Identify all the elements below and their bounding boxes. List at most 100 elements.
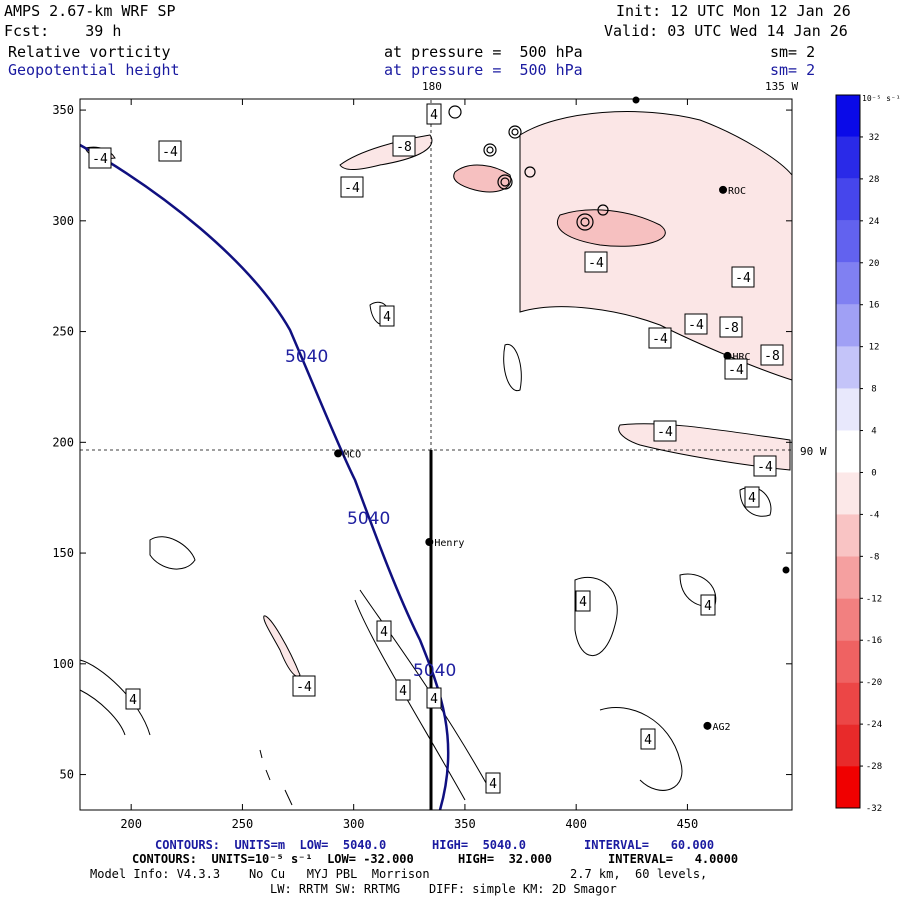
lon-90w-label: 90 W bbox=[800, 445, 827, 458]
vorticity-contours bbox=[79, 301, 772, 806]
vorticity-label-box bbox=[684, 313, 708, 335]
vorticity-label-box bbox=[376, 620, 392, 642]
y-tick-label: 100 bbox=[52, 657, 74, 671]
field2-smoothing: sm= 2 bbox=[770, 61, 816, 79]
field1-smoothing: sm= 2 bbox=[770, 43, 816, 61]
y-tick-label: 200 bbox=[52, 435, 74, 449]
colorbar-label: 28 bbox=[869, 175, 880, 185]
vorticity-fill-region bbox=[453, 164, 512, 193]
vorticity-label: -4 bbox=[344, 181, 360, 196]
vorticity-label-box bbox=[584, 251, 608, 273]
vorticity-fill-region bbox=[263, 615, 301, 677]
station-dot bbox=[723, 351, 732, 360]
valid-time: Valid: 03 UTC Wed 14 Jan 26 bbox=[604, 22, 848, 40]
field2-level: at pressure = 500 hPa bbox=[384, 61, 583, 79]
colorbar-swatch bbox=[836, 262, 860, 305]
colorbar-swatch bbox=[836, 640, 860, 683]
field2-name: Geopotential height bbox=[8, 61, 180, 79]
vorticity-label-box bbox=[426, 687, 442, 709]
vorticity-label: 4 bbox=[380, 625, 388, 640]
footer-height-high: HIGH= 5040.0 bbox=[432, 838, 526, 852]
vorticity-fill-region bbox=[339, 134, 433, 170]
height-label: 5040 bbox=[285, 347, 328, 367]
colorbar-label: -28 bbox=[866, 762, 882, 772]
y-axis: 350 300 250 200 150 100 50 bbox=[52, 103, 792, 782]
height-label: 5040 bbox=[413, 661, 456, 681]
colorbar-swatch bbox=[836, 95, 860, 137]
vorticity-label-box bbox=[700, 594, 716, 616]
vorticity-label-box bbox=[392, 135, 416, 157]
height-contour-5040 bbox=[79, 143, 450, 811]
vorticity-label-box bbox=[485, 772, 501, 794]
vorticity-label: 4 bbox=[704, 599, 712, 614]
colorbar-swatch bbox=[836, 766, 860, 808]
vorticity-label-box bbox=[753, 455, 777, 477]
station-dot bbox=[632, 96, 640, 104]
colorbar-unit: 10⁻⁵ s⁻¹ bbox=[862, 94, 900, 103]
vorticity-label-box bbox=[648, 327, 672, 349]
x-axis: 200 250 300 350 400 450 bbox=[120, 99, 698, 831]
vorticity-label-box bbox=[158, 140, 182, 162]
vorticity-label: 4 bbox=[579, 595, 587, 610]
vorticity-label-box bbox=[575, 590, 591, 612]
station-dot bbox=[425, 537, 434, 546]
vorticity-label: -4 bbox=[735, 271, 751, 286]
vorticity-label: -4 bbox=[757, 460, 773, 475]
field1-level: at pressure = 500 hPa bbox=[384, 43, 583, 61]
vorticity-label: 4 bbox=[383, 310, 391, 325]
lon-180-label: 180 bbox=[422, 80, 442, 93]
colorbar-swatch bbox=[836, 220, 860, 263]
footer-resolution: 2.7 km, 60 levels, bbox=[570, 867, 708, 881]
vorticity-label: -4 bbox=[657, 425, 673, 440]
colorbar-label: 4 bbox=[871, 427, 876, 437]
footer-model-info: Model Info: V4.3.3 No Cu MYJ PBL Morriso… bbox=[90, 867, 430, 881]
colorbar-swatch bbox=[836, 724, 860, 767]
footer-physics: LW: RRTM SW: RRTMG DIFF: simple KM: 2D S… bbox=[270, 882, 617, 896]
y-tick-label: 50 bbox=[60, 768, 74, 782]
vorticity-label: -4 bbox=[652, 332, 668, 347]
colorbar-swatch bbox=[836, 136, 860, 179]
colorbar-label: -4 bbox=[869, 510, 880, 520]
colorbar-label: -8 bbox=[869, 552, 880, 562]
x-tick-label: 450 bbox=[677, 817, 699, 831]
station-dot bbox=[334, 449, 343, 458]
vorticity-label: 4 bbox=[399, 684, 407, 699]
vorticity-label-box bbox=[731, 266, 755, 288]
forecast-hour: Fcst: 39 h bbox=[4, 22, 122, 40]
footer-height-info: CONTOURS: UNITS=m LOW= 5040.0 bbox=[155, 838, 387, 852]
vorticity-label: -4 bbox=[728, 363, 744, 378]
vorticity-label-box bbox=[724, 358, 748, 380]
colorbar-label: 0 bbox=[871, 468, 876, 478]
colorbar-label: -20 bbox=[866, 678, 882, 688]
field1-name: Relative vorticity bbox=[8, 43, 171, 61]
vorticity-label-box bbox=[88, 147, 112, 169]
vorticity-label-box bbox=[379, 305, 395, 327]
vorticity-label: 4 bbox=[489, 777, 497, 792]
station-label: ROC bbox=[728, 186, 746, 197]
footer-vort-interval: INTERVAL= 4.0000 bbox=[608, 852, 739, 866]
plot-frame bbox=[79, 98, 793, 811]
vorticity-label: -4 bbox=[162, 145, 178, 160]
vorticity-label-box bbox=[640, 728, 656, 750]
vorticity-fill-region bbox=[557, 209, 666, 247]
footer-vort-info: CONTOURS: UNITS=10⁻⁵ s⁻¹ LOW= -32.000 bbox=[132, 852, 414, 866]
vorticity-label-box bbox=[760, 344, 784, 366]
colorbar-label: 8 bbox=[871, 385, 876, 395]
x-tick-label: 250 bbox=[232, 817, 254, 831]
x-tick-label: 400 bbox=[565, 817, 587, 831]
vorticity-label: -4 bbox=[296, 680, 312, 695]
vorticity-label-box bbox=[395, 679, 411, 701]
vorticity-label: -4 bbox=[92, 152, 108, 167]
vorticity-label-box bbox=[744, 486, 760, 508]
colorbar-label: 12 bbox=[869, 343, 880, 353]
x-tick-label: 300 bbox=[343, 817, 365, 831]
station-markers: MCO Henry ROC HRC AG2 bbox=[334, 96, 790, 733]
vorticity-label: -8 bbox=[764, 349, 780, 364]
station-label: MCO bbox=[343, 449, 361, 460]
colorbar-frame bbox=[835, 94, 861, 809]
x-tick-label: 350 bbox=[454, 817, 476, 831]
y-tick-label: 150 bbox=[52, 546, 74, 560]
colorbar-swatch bbox=[836, 682, 860, 725]
vorticity-labels: -4 -4 -4 -8 4 -4 -4 -4 -4 -8 -4 -8 -4 -4 4 4 4 4 4 -4 4 4 4 4 4 bbox=[88, 103, 784, 794]
